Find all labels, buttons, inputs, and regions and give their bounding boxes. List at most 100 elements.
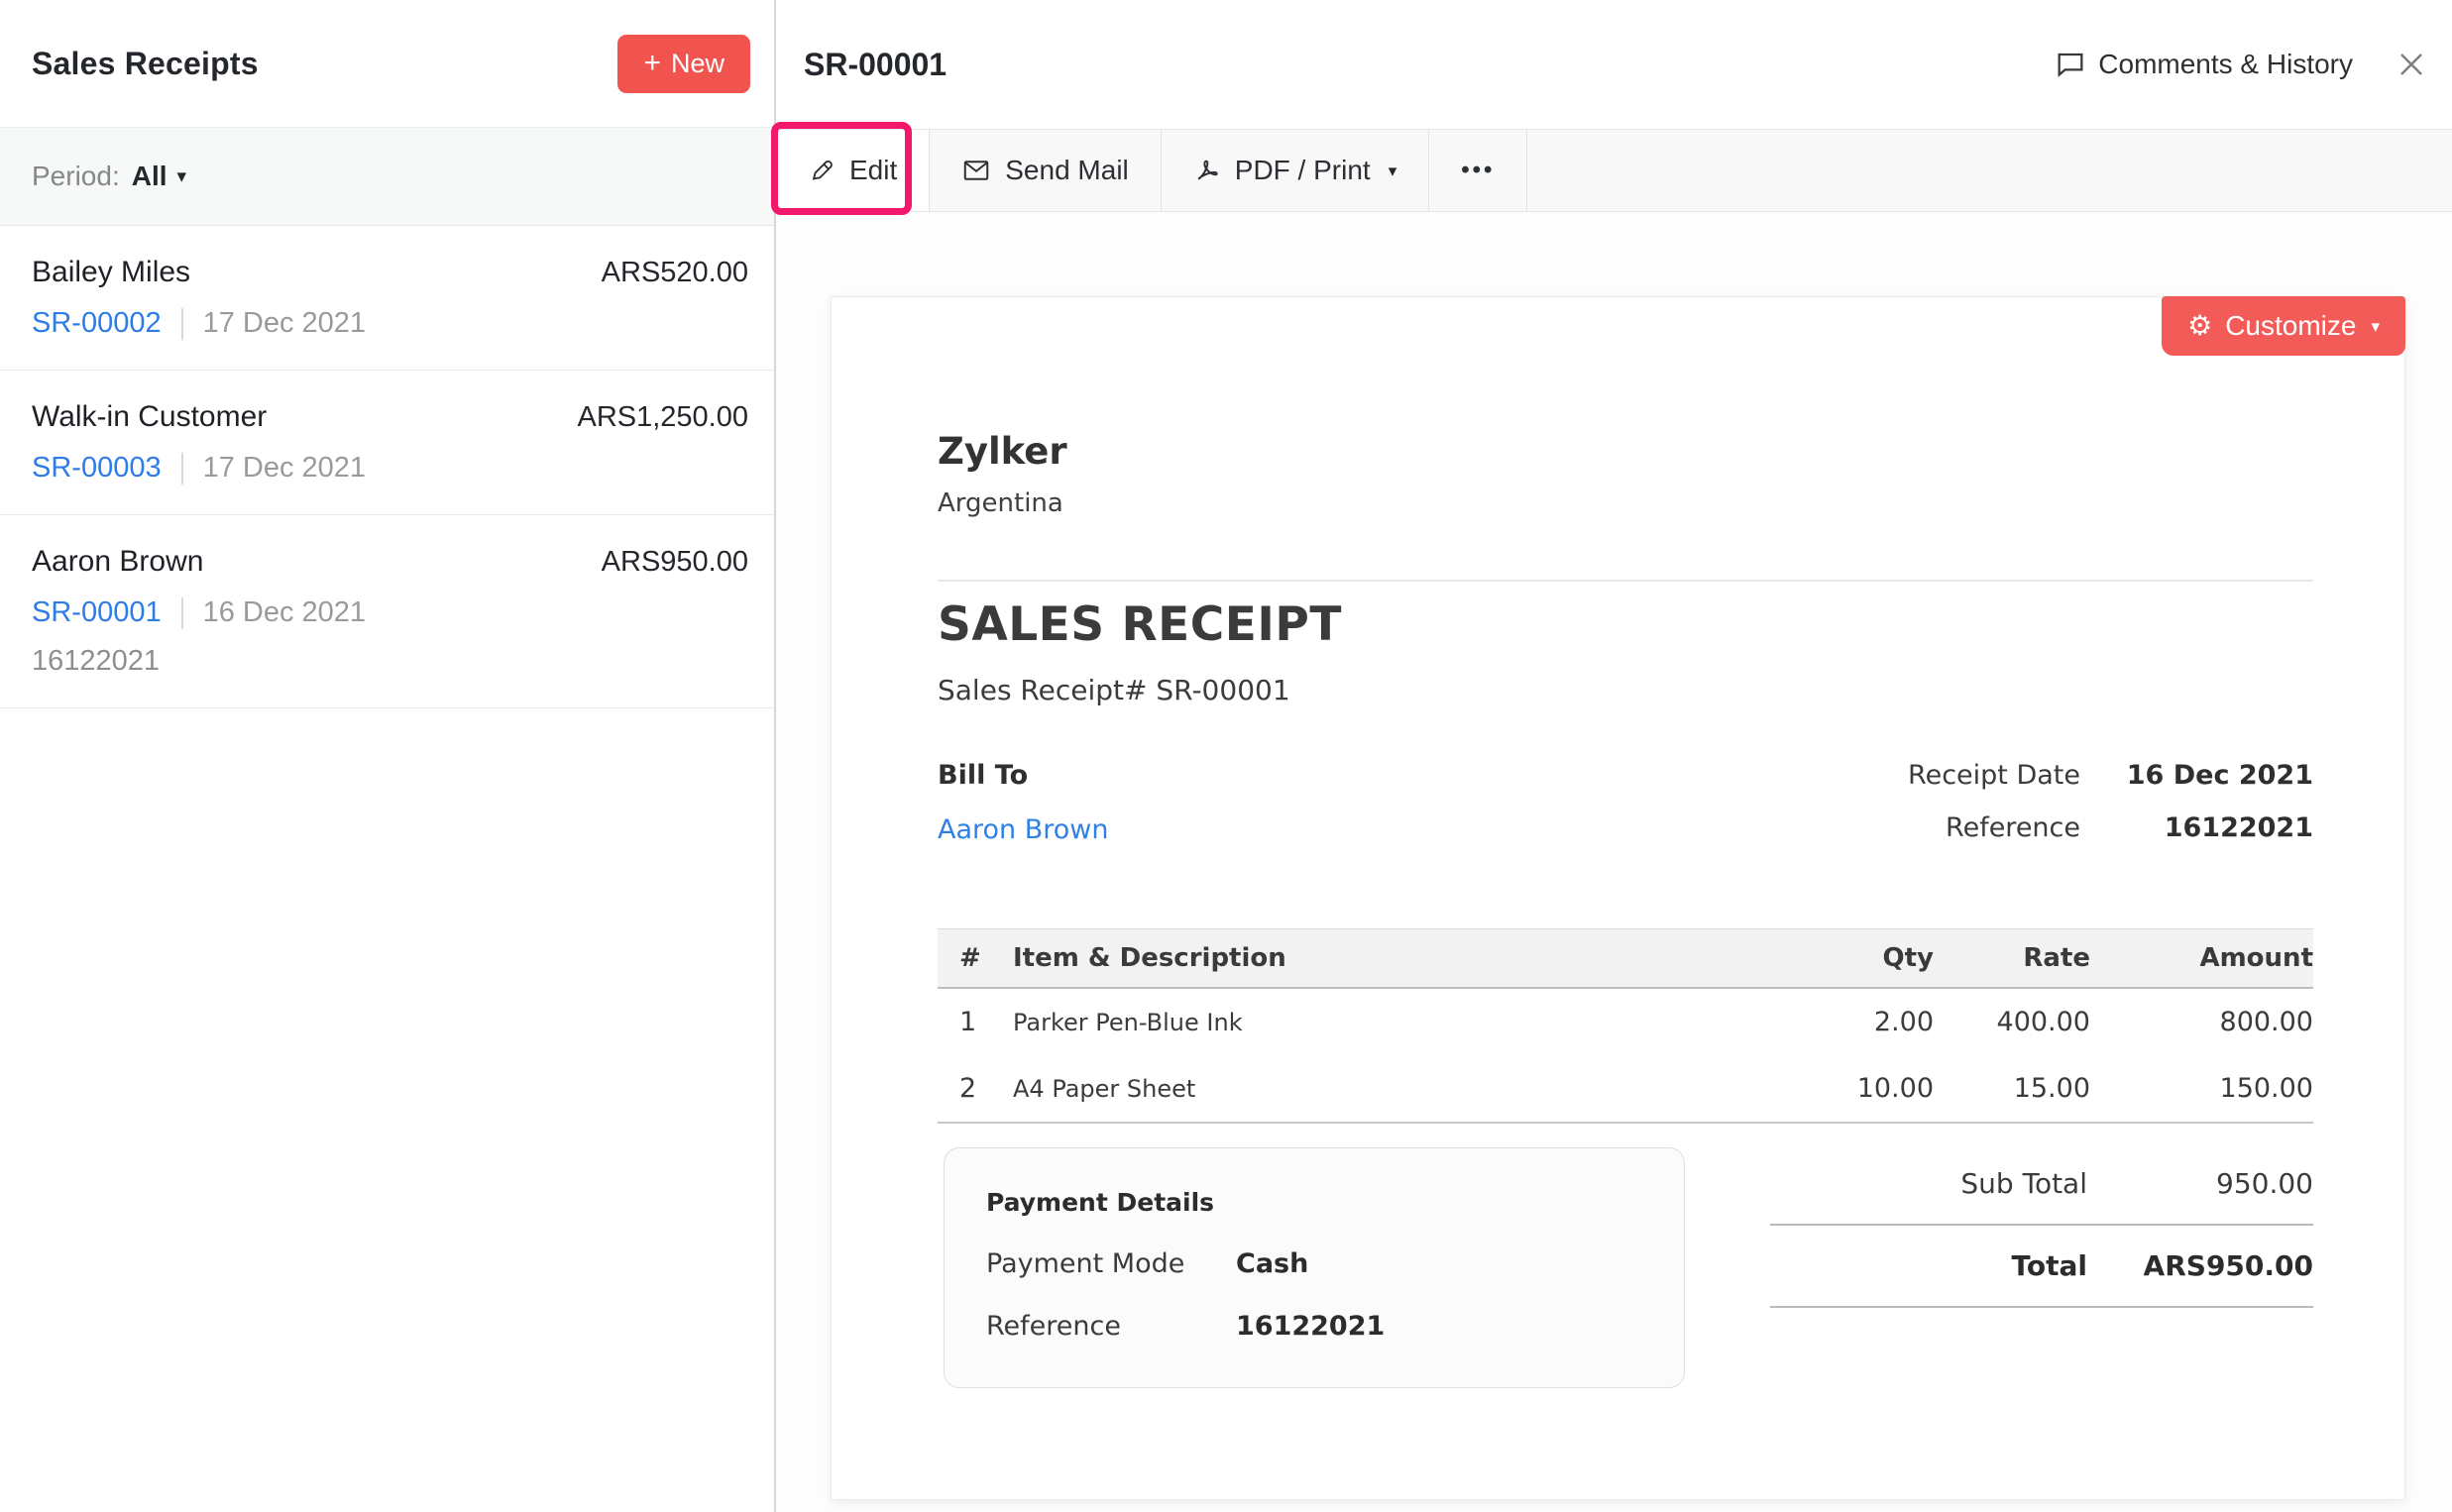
customer-name: Bailey Miles bbox=[32, 256, 191, 288]
period-label: Period: bbox=[32, 161, 120, 191]
list-panel-header: Sales Receipts + New bbox=[0, 0, 774, 127]
cell-amount: 800.00 bbox=[2219, 1007, 2313, 1037]
new-receipt-button[interactable]: + New bbox=[617, 34, 750, 93]
divider bbox=[1770, 1224, 2313, 1226]
plus-icon: + bbox=[643, 47, 661, 79]
pdf-print-button[interactable]: PDF / Print ▾ bbox=[1162, 130, 1430, 211]
detail-title: SR-00001 bbox=[804, 46, 947, 82]
divider bbox=[938, 580, 2313, 582]
bill-to-label: Bill To bbox=[938, 760, 1029, 791]
receipt-detail-panel: SR-00001 Comments & History bbox=[771, 0, 2452, 1512]
cell-number: 1 bbox=[959, 1007, 977, 1037]
ellipsis-icon: ••• bbox=[1461, 157, 1496, 183]
receipt-amount: ARS520.00 bbox=[601, 257, 748, 288]
comments-history-button[interactable]: Comments & History bbox=[2055, 49, 2353, 80]
edit-button[interactable]: Edit bbox=[776, 130, 931, 211]
cell-amount: 150.00 bbox=[2090, 1055, 2313, 1124]
table-row: 2 A4 Paper Sheet 10.00 15.00 150.00 bbox=[938, 1055, 2313, 1124]
receipt-date: 16 Dec 2021 bbox=[202, 596, 367, 628]
customize-button[interactable]: ⚙ Customize ▾ bbox=[2162, 296, 2405, 356]
payment-reference-value: 16122021 bbox=[1236, 1311, 1386, 1342]
totals-block: Sub Total 950.00 Total ARS950.00 bbox=[1770, 1147, 2313, 1324]
receipt-date-label: Receipt Date bbox=[1908, 760, 2080, 791]
cell-item: A4 Paper Sheet bbox=[1013, 1055, 1760, 1124]
customer-name: Walk-in Customer bbox=[32, 400, 268, 433]
divider bbox=[180, 452, 183, 485]
cell-qty: 2.00 bbox=[1873, 1007, 1934, 1037]
detail-header: SR-00001 Comments & History bbox=[776, 0, 2452, 129]
envelope-icon bbox=[961, 156, 991, 185]
page-title: Sales Receipts bbox=[32, 45, 259, 81]
col-item-description: Item & Description bbox=[1013, 928, 1760, 989]
payment-details-title: Payment Details bbox=[986, 1188, 1215, 1217]
payment-reference-label: Reference bbox=[986, 1311, 1121, 1342]
period-filter-dropdown[interactable]: Period: All ▾ bbox=[0, 127, 774, 226]
customer-name: Aaron Brown bbox=[32, 545, 204, 578]
receipt-date-value: 16 Dec 2021 bbox=[2126, 760, 2313, 791]
close-icon[interactable] bbox=[2396, 50, 2426, 79]
table-header-row: # Item & Description Qty Rate Amount bbox=[938, 928, 2313, 989]
document-subtitle: Sales Receipt# SR-00001 bbox=[938, 674, 1290, 706]
customize-label: Customize bbox=[2225, 310, 2357, 341]
receipt-number-link[interactable]: SR-00002 bbox=[32, 307, 162, 339]
table-row: 1 Parker Pen-Blue Ink 2.00 400.00 800.00 bbox=[938, 988, 2313, 1055]
subtotal-label: Sub Total bbox=[1960, 1167, 2087, 1200]
receipt-number-link[interactable]: SR-00001 bbox=[32, 596, 162, 628]
period-value: All bbox=[131, 161, 167, 191]
line-items-table: # Item & Description Qty Rate Amount 1 P… bbox=[938, 928, 2313, 1124]
total-value: ARS950.00 bbox=[2143, 1249, 2313, 1282]
list-item[interactable]: Walk-in Customer ARS1,250.00 SR-00003 17… bbox=[0, 371, 774, 515]
pdf-print-label: PDF / Print bbox=[1234, 155, 1371, 185]
more-actions-button[interactable]: ••• bbox=[1429, 130, 1528, 211]
total-label: Total bbox=[2011, 1249, 2088, 1282]
receipt-document: ⚙ Customize ▾ Zylker Argentina SALES REC… bbox=[831, 296, 2405, 1500]
send-mail-label: Send Mail bbox=[1005, 155, 1129, 185]
pdf-icon bbox=[1193, 157, 1221, 184]
cell-number: 2 bbox=[938, 1055, 1013, 1124]
col-qty: Qty bbox=[1760, 928, 1934, 989]
send-mail-button[interactable]: Send Mail bbox=[930, 130, 1162, 211]
list-item[interactable]: Aaron Brown ARS950.00 SR-00001 16 Dec 20… bbox=[0, 515, 774, 708]
gear-icon: ⚙ bbox=[2187, 310, 2213, 341]
payment-details-box: Payment Details Payment Mode Cash Refere… bbox=[944, 1147, 1685, 1388]
cell-rate: 400.00 bbox=[1996, 1007, 2090, 1037]
caret-down-icon: ▾ bbox=[1388, 161, 1397, 180]
receipt-amount: ARS950.00 bbox=[601, 546, 748, 578]
receipt-number-link[interactable]: SR-00003 bbox=[32, 452, 162, 484]
payment-mode-label: Payment Mode bbox=[986, 1248, 1185, 1279]
pencil-icon bbox=[808, 157, 836, 184]
divider bbox=[180, 596, 183, 629]
comment-bubble-icon bbox=[2055, 49, 2086, 80]
receipts-list-panel: Sales Receipts + New Period: All ▾ Baile… bbox=[0, 0, 776, 1512]
actions-toolbar: Edit Send Mail PDF / Print ▾ bbox=[771, 122, 2452, 215]
col-rate: Rate bbox=[1934, 928, 2090, 989]
subtotal-value: 950.00 bbox=[2216, 1167, 2313, 1200]
payment-mode-value: Cash bbox=[1236, 1248, 1309, 1279]
document-meta: Bill To Aaron Brown Receipt Date 16 Dec … bbox=[938, 760, 2313, 865]
receipts-list: Bailey Miles ARS520.00 SR-00002 17 Dec 2… bbox=[0, 226, 774, 1512]
reference-label: Reference bbox=[1946, 812, 2080, 843]
document-area: ⚙ Customize ▾ Zylker Argentina SALES REC… bbox=[776, 212, 2452, 1512]
divider bbox=[180, 307, 183, 340]
cell-item: Parker Pen-Blue Ink bbox=[1013, 1008, 1243, 1036]
edit-label: Edit bbox=[849, 155, 898, 185]
divider bbox=[1770, 1306, 2313, 1308]
receipt-reference: 16122021 bbox=[32, 645, 161, 677]
caret-down-icon: ▾ bbox=[2371, 316, 2380, 336]
caret-down-icon: ▾ bbox=[176, 165, 187, 187]
document-title: SALES RECEIPT bbox=[938, 597, 1342, 652]
new-button-label: New bbox=[670, 48, 724, 78]
bill-to-customer-link[interactable]: Aaron Brown bbox=[938, 814, 1109, 845]
cell-rate: 15.00 bbox=[1934, 1055, 2090, 1124]
receipt-date: 17 Dec 2021 bbox=[202, 452, 367, 484]
list-item[interactable]: Bailey Miles ARS520.00 SR-00002 17 Dec 2… bbox=[0, 226, 774, 371]
company-name: Zylker bbox=[938, 430, 1067, 473]
cell-qty: 10.00 bbox=[1760, 1055, 1934, 1124]
reference-value: 16122021 bbox=[2164, 812, 2313, 843]
col-amount: Amount bbox=[2090, 928, 2313, 989]
col-number: # bbox=[938, 928, 1013, 989]
receipt-amount: ARS1,250.00 bbox=[577, 401, 748, 433]
receipt-date: 17 Dec 2021 bbox=[202, 307, 367, 339]
company-country: Argentina bbox=[938, 488, 1063, 518]
